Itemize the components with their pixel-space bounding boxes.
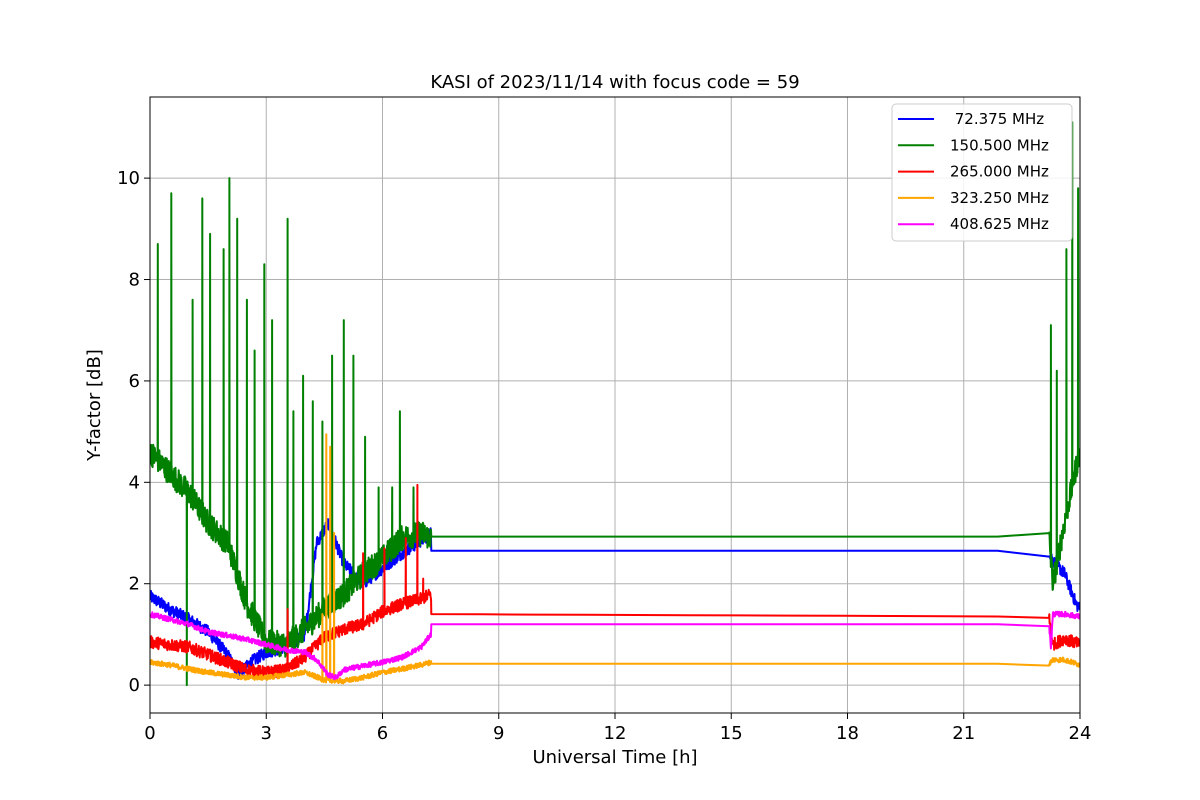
y-axis-label: Y-factor [dB] xyxy=(84,349,105,462)
x-tick-label: 6 xyxy=(377,723,388,744)
series-line-2 xyxy=(150,483,1080,679)
x-tick-label: 15 xyxy=(720,723,743,744)
y-tick-label: 0 xyxy=(129,675,140,696)
series-line-4 xyxy=(150,610,1080,681)
series-line-3 xyxy=(150,433,1080,685)
x-tick-label: 12 xyxy=(604,723,627,744)
y-tick-label: 2 xyxy=(129,574,140,595)
x-tick-label: 18 xyxy=(836,723,859,744)
x-tick-label: 24 xyxy=(1069,723,1092,744)
legend-label: 72.375 MHz xyxy=(950,110,1044,128)
x-tick-label: 3 xyxy=(261,723,272,744)
chart-title: KASI of 2023/11/14 with focus code = 59 xyxy=(430,72,799,93)
x-tick-label: 9 xyxy=(493,723,504,744)
x-axis-label: Universal Time [h] xyxy=(532,747,697,768)
y-tick-label: 6 xyxy=(129,371,140,392)
legend-label: 150.500 MHz xyxy=(950,136,1049,154)
y-tick-label: 10 xyxy=(117,168,140,189)
series-line-1 xyxy=(150,121,1080,687)
legend-label: 265.000 MHz xyxy=(950,163,1049,181)
y-tick-label: 8 xyxy=(129,270,140,291)
x-tick-label: 0 xyxy=(144,723,155,744)
legend-box xyxy=(891,103,1073,242)
legend: 72.375 MHz 150.500 MHz 265.000 MHz 323.250 … xyxy=(891,103,1073,242)
legend-label: 323.250 MHz xyxy=(950,189,1049,207)
x-tick-label: 21 xyxy=(952,723,975,744)
series-layer xyxy=(150,121,1080,687)
y-tick-label: 4 xyxy=(129,472,140,493)
legend-label: 408.625 MHz xyxy=(950,215,1049,233)
